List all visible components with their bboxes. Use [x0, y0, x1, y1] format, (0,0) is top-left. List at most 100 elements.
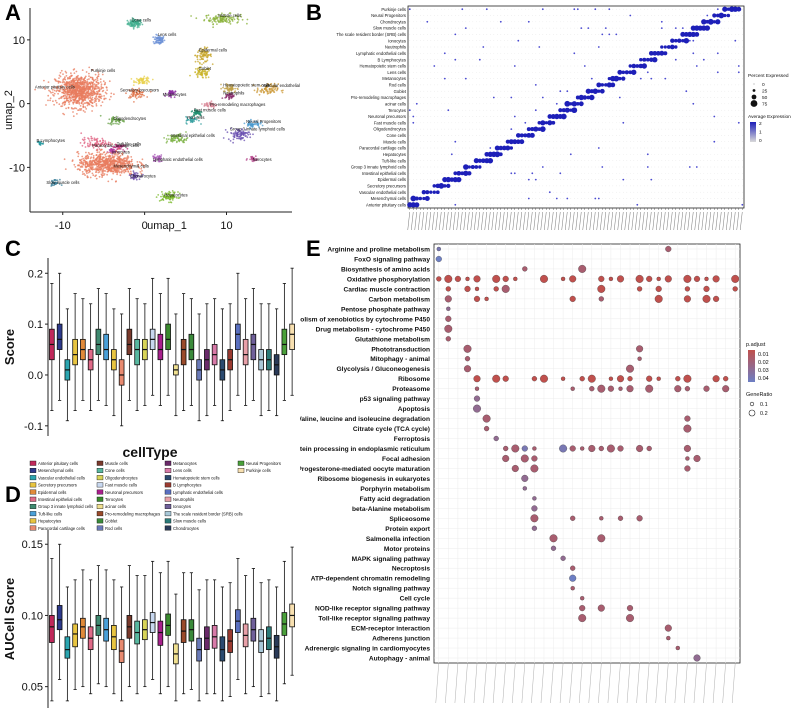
- umap-point: [121, 170, 124, 173]
- expr-dot: [468, 103, 470, 105]
- expr-dot: [650, 46, 652, 48]
- expr-dot: [657, 109, 659, 111]
- expr-dot: [507, 27, 509, 29]
- expr-dot: [503, 97, 505, 98]
- umap-point: [85, 92, 88, 95]
- umap-point: [110, 157, 113, 159]
- expr-dot: [552, 15, 554, 16]
- expr-dot: [612, 109, 614, 111]
- expr-dot: [577, 27, 579, 29]
- umap-point: [243, 132, 246, 135]
- umap-point: [84, 75, 87, 78]
- expr-dot: [510, 65, 512, 67]
- expr-dot: [605, 59, 607, 61]
- umap-point: [237, 137, 240, 140]
- expr-dot: [629, 46, 631, 48]
- expr-dot: [587, 34, 589, 35]
- expr-dot: [636, 21, 638, 23]
- umap-point: [72, 115, 75, 118]
- expr-dot: [479, 34, 481, 35]
- expr-dot: [601, 71, 603, 73]
- umap-point: [59, 71, 62, 74]
- expr-dot: [408, 8, 411, 11]
- umap-point: [111, 143, 114, 146]
- expr-dot: [689, 116, 691, 117]
- expr-dot: [458, 109, 460, 111]
- expr-dot: [696, 103, 698, 105]
- expr-dot: [731, 34, 733, 35]
- umap-point: [94, 144, 97, 147]
- expr-dot: [608, 52, 610, 54]
- umap-point: [234, 87, 237, 90]
- umap-point: [192, 118, 195, 121]
- umap-point: [249, 133, 252, 136]
- umap-point: [106, 158, 108, 160]
- umap-point: [131, 87, 134, 90]
- expr-dot: [612, 40, 614, 42]
- expr-dot: [585, 88, 591, 94]
- expr-dot: [741, 97, 743, 98]
- expr-dot: [675, 71, 677, 73]
- expr-dot: [570, 52, 572, 54]
- umap-point: [126, 162, 129, 165]
- expr-dot: [713, 34, 715, 35]
- umap-point: [77, 150, 79, 153]
- expr-dot: [559, 90, 562, 93]
- umap-point: [97, 163, 100, 166]
- umap-point: [93, 83, 96, 85]
- expr-dot: [510, 8, 512, 10]
- expr-dot: [535, 21, 537, 23]
- expr-dot: [582, 95, 588, 100]
- expr-dot: [524, 65, 526, 67]
- expr-dot: [727, 40, 729, 42]
- umap-point: [189, 74, 191, 77]
- umap-point: [107, 180, 110, 183]
- umap-point: [197, 51, 199, 54]
- expr-dot: [631, 63, 637, 69]
- umap-point: [208, 19, 211, 21]
- umap-point: [134, 96, 137, 98]
- umap-point: [194, 60, 197, 63]
- expr-dot: [451, 116, 453, 117]
- umap-point: [71, 90, 74, 92]
- umap-point: [202, 58, 205, 60]
- cluster-label: Hematopoietic stem cells: [223, 82, 270, 87]
- expr-dot: [706, 90, 708, 92]
- expr-dot: [626, 40, 628, 42]
- expr-dot: [685, 71, 687, 73]
- expr-dot: [570, 59, 572, 61]
- umap-point: [101, 174, 104, 177]
- expr-dot: [682, 103, 684, 105]
- expr-dot: [538, 103, 540, 105]
- expr-dot: [629, 14, 632, 17]
- umap-point: [253, 159, 256, 162]
- expr-dot: [552, 46, 554, 48]
- umap-point: [244, 129, 247, 131]
- expr-dot: [409, 97, 411, 98]
- expr-dot: [538, 40, 540, 42]
- expr-dot: [423, 52, 425, 54]
- umap-point: [95, 154, 98, 156]
- umap-point: [160, 154, 163, 156]
- expr-dot: [731, 84, 733, 86]
- umap-point: [143, 94, 145, 97]
- expr-dot: [626, 109, 628, 111]
- expr-dot: [629, 103, 631, 105]
- umap-point: [81, 69, 84, 71]
- umap-point: [34, 88, 36, 91]
- expr-dot: [465, 21, 467, 23]
- umap-point: [227, 138, 230, 141]
- expr-dot: [635, 64, 640, 68]
- expr-dot: [566, 59, 568, 61]
- expr-dot: [423, 27, 425, 29]
- expr-dot: [678, 52, 680, 54]
- umap-point: [59, 75, 62, 78]
- umap-point: [252, 158, 255, 161]
- umap-point: [100, 95, 103, 98]
- umap-point: [90, 162, 92, 165]
- umap-point: [191, 120, 194, 123]
- expr-dot: [475, 8, 477, 10]
- expr-dot: [423, 15, 425, 16]
- expr-dot: [675, 15, 677, 16]
- expr-dot: [433, 59, 435, 61]
